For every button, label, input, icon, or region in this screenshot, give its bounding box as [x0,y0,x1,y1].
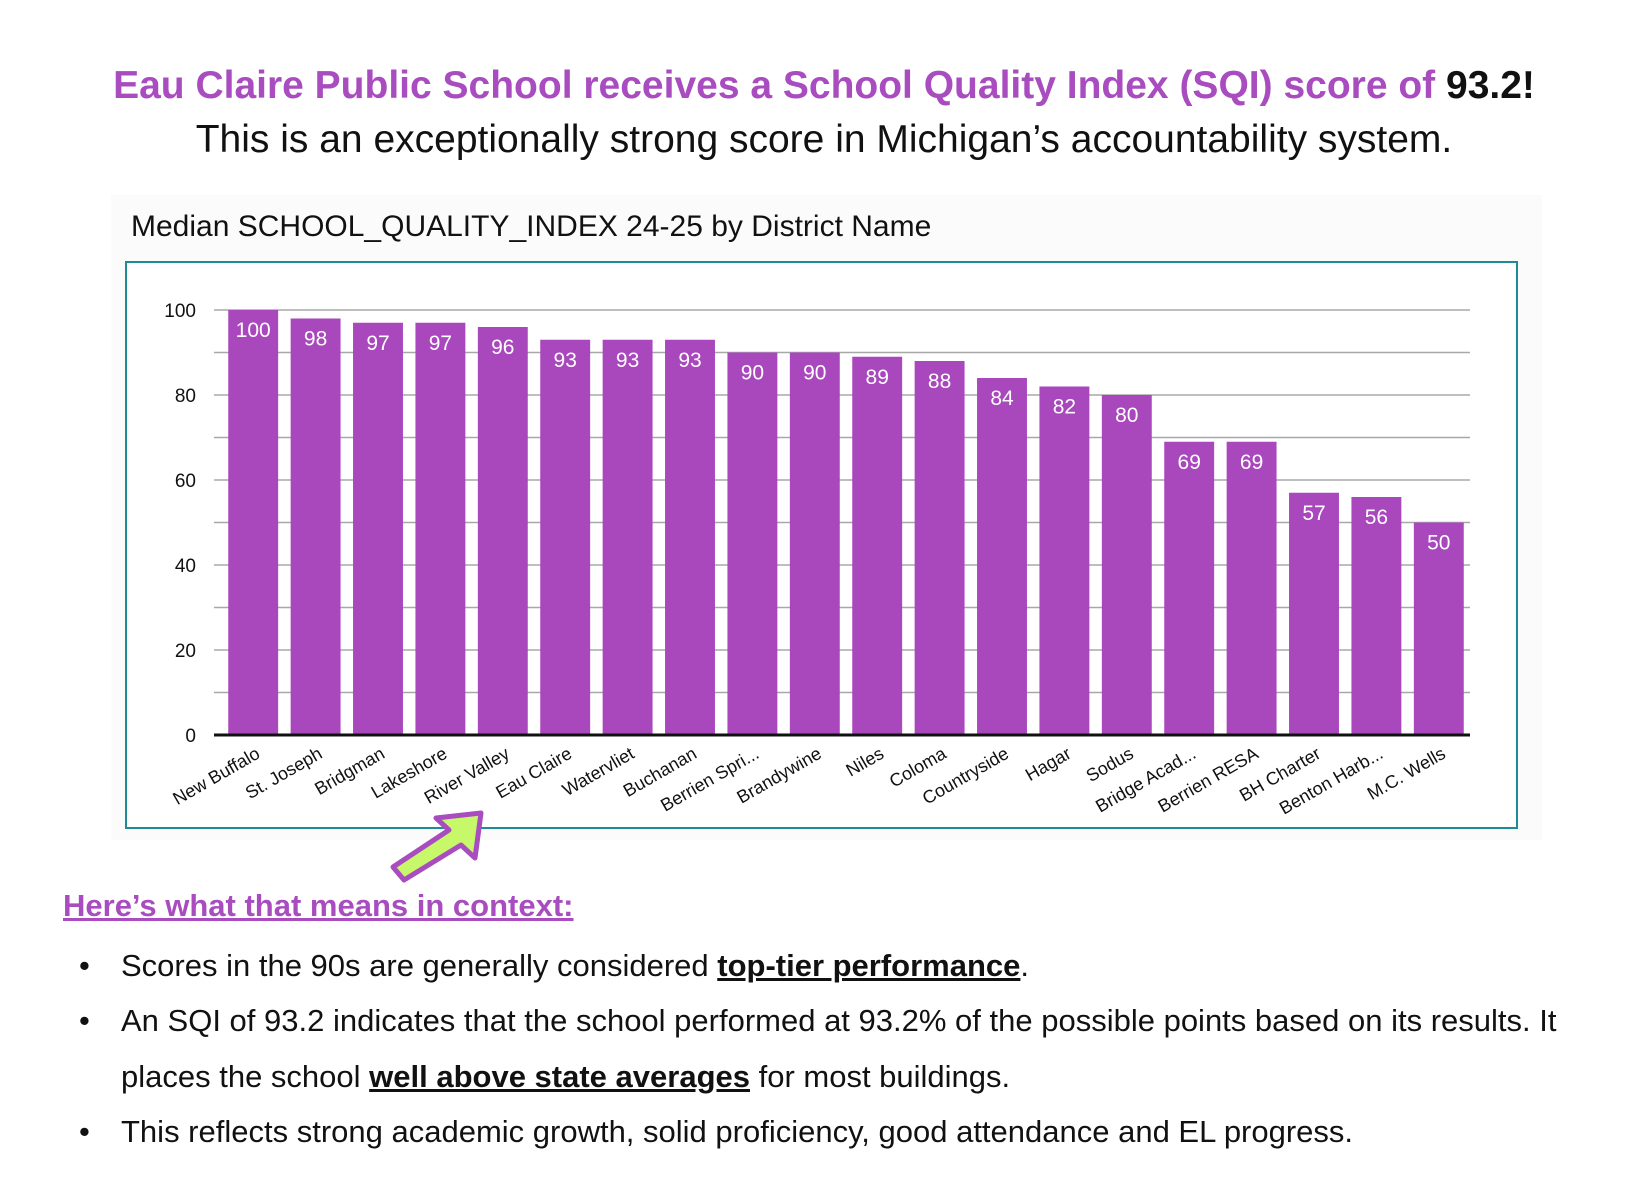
data-label: 56 [1365,506,1388,529]
data-label: 88 [928,370,951,393]
bar [1101,395,1152,734]
bar [1039,386,1090,734]
data-label: 93 [678,349,701,372]
y-tick-label: 60 [175,471,196,492]
bullet-emphasis: top-tier performance [717,948,1021,983]
data-label: 80 [1115,404,1138,427]
bullet-item: Scores in the 90s are generally consider… [79,938,1601,994]
x-tick-label: Niles [843,743,888,780]
bar [1413,522,1464,734]
subheadline: This is an exceptionally strong score in… [195,118,1453,161]
data-label: 93 [616,349,639,372]
bar [665,339,715,734]
bullet-text: . [1020,948,1030,983]
data-label: 69 [1240,451,1263,474]
bar [540,339,591,734]
bullet-emphasis: well above state averages [369,1059,750,1094]
bar [228,310,279,734]
x-tick-label: Hagar [1022,743,1074,785]
context-heading: Here’s what that means in context: [63,888,574,923]
bar [789,352,840,734]
data-label: 57 [1302,502,1325,525]
data-label: 89 [866,366,889,389]
data-label: 90 [803,362,826,385]
bar [914,361,965,734]
bullet-text: for most buildings. [749,1059,1011,1094]
y-tick-label: 20 [175,641,196,662]
data-label: 82 [1053,396,1076,419]
data-label: 90 [741,362,764,385]
y-tick-label: 80 [175,386,196,407]
bar [1164,441,1215,734]
headline: Eau Claire Public School receives a Scho… [0,64,1648,108]
bullet-text: An SQI of 93.2 indicates that the school… [121,1003,1557,1094]
y-tick-label: 100 [164,301,196,322]
data-label: 97 [366,332,389,355]
bar [1226,441,1277,734]
data-label: 97 [429,332,452,355]
headline-text: Eau Claire Public School receives a Scho… [113,64,1446,107]
bar [1289,492,1339,734]
data-label: 96 [491,336,514,359]
bar [290,318,341,734]
data-label: 69 [1178,451,1201,474]
y-tick-label: 0 [185,726,196,747]
data-label: 50 [1427,532,1450,555]
bar [477,327,528,734]
data-label: 84 [990,387,1014,410]
bar [415,322,466,734]
bullet-item: This reflects strong academic growth, so… [79,1104,1601,1160]
bar [353,322,403,734]
data-label: 93 [554,349,577,372]
bar [602,339,653,734]
highlight-arrow-icon [390,810,484,883]
bar [1351,497,1402,734]
y-tick-label: 40 [175,556,196,577]
headline-score: 93.2! [1446,64,1535,107]
chart-title: Median SCHOOL_QUALITY_INDEX 24-25 by Dis… [131,210,932,243]
bar [852,356,903,734]
data-label: 100 [236,319,271,342]
bar [977,378,1027,734]
bullet-text: Scores in the 90s are generally consider… [121,948,718,983]
bullet-text: This reflects strong academic growth, so… [121,1114,1354,1149]
bar [727,352,778,734]
bullet-item: An SQI of 93.2 indicates that the school… [79,993,1601,1105]
data-label: 98 [304,328,327,351]
